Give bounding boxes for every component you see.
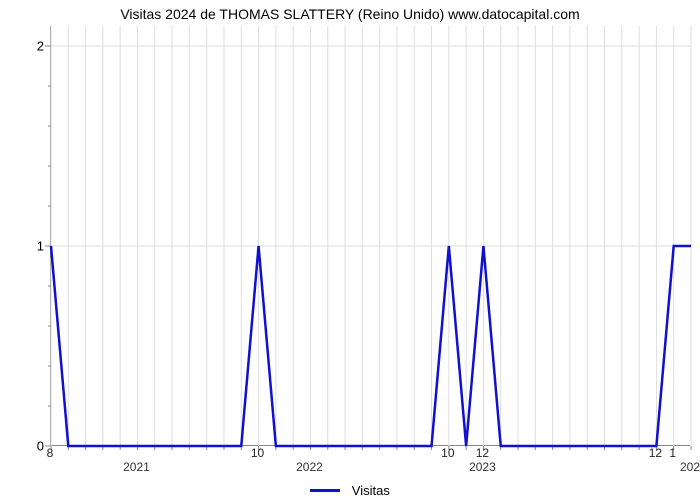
y-tick-label: 2 <box>4 39 44 54</box>
x-point-label: 10 <box>251 446 264 460</box>
x-point-label: 8 <box>47 446 54 460</box>
y-tick-label: 0 <box>4 439 44 454</box>
plot-area <box>50 26 690 446</box>
x-point-label: 12 <box>649 446 662 460</box>
chart-title: Visitas 2024 de THOMAS SLATTERY (Reino U… <box>0 6 700 22</box>
x-major-label: 2021 <box>123 460 150 474</box>
legend-label: Visitas <box>352 483 390 498</box>
grid-group <box>51 26 691 446</box>
chart-container: Visitas 2024 de THOMAS SLATTERY (Reino U… <box>0 0 700 500</box>
series-group <box>51 246 691 446</box>
x-point-label: 1 <box>669 446 676 460</box>
y-tick-label: 1 <box>4 239 44 254</box>
x-point-label: 10 <box>441 446 454 460</box>
legend-swatch <box>310 489 340 492</box>
ticks-group <box>45 46 691 450</box>
legend: Visitas <box>0 482 700 498</box>
x-major-label: 202 <box>680 460 700 474</box>
chart-svg <box>51 26 691 446</box>
x-major-label: 2022 <box>296 460 323 474</box>
x-major-label: 2023 <box>469 460 496 474</box>
x-point-label: 12 <box>476 446 489 460</box>
